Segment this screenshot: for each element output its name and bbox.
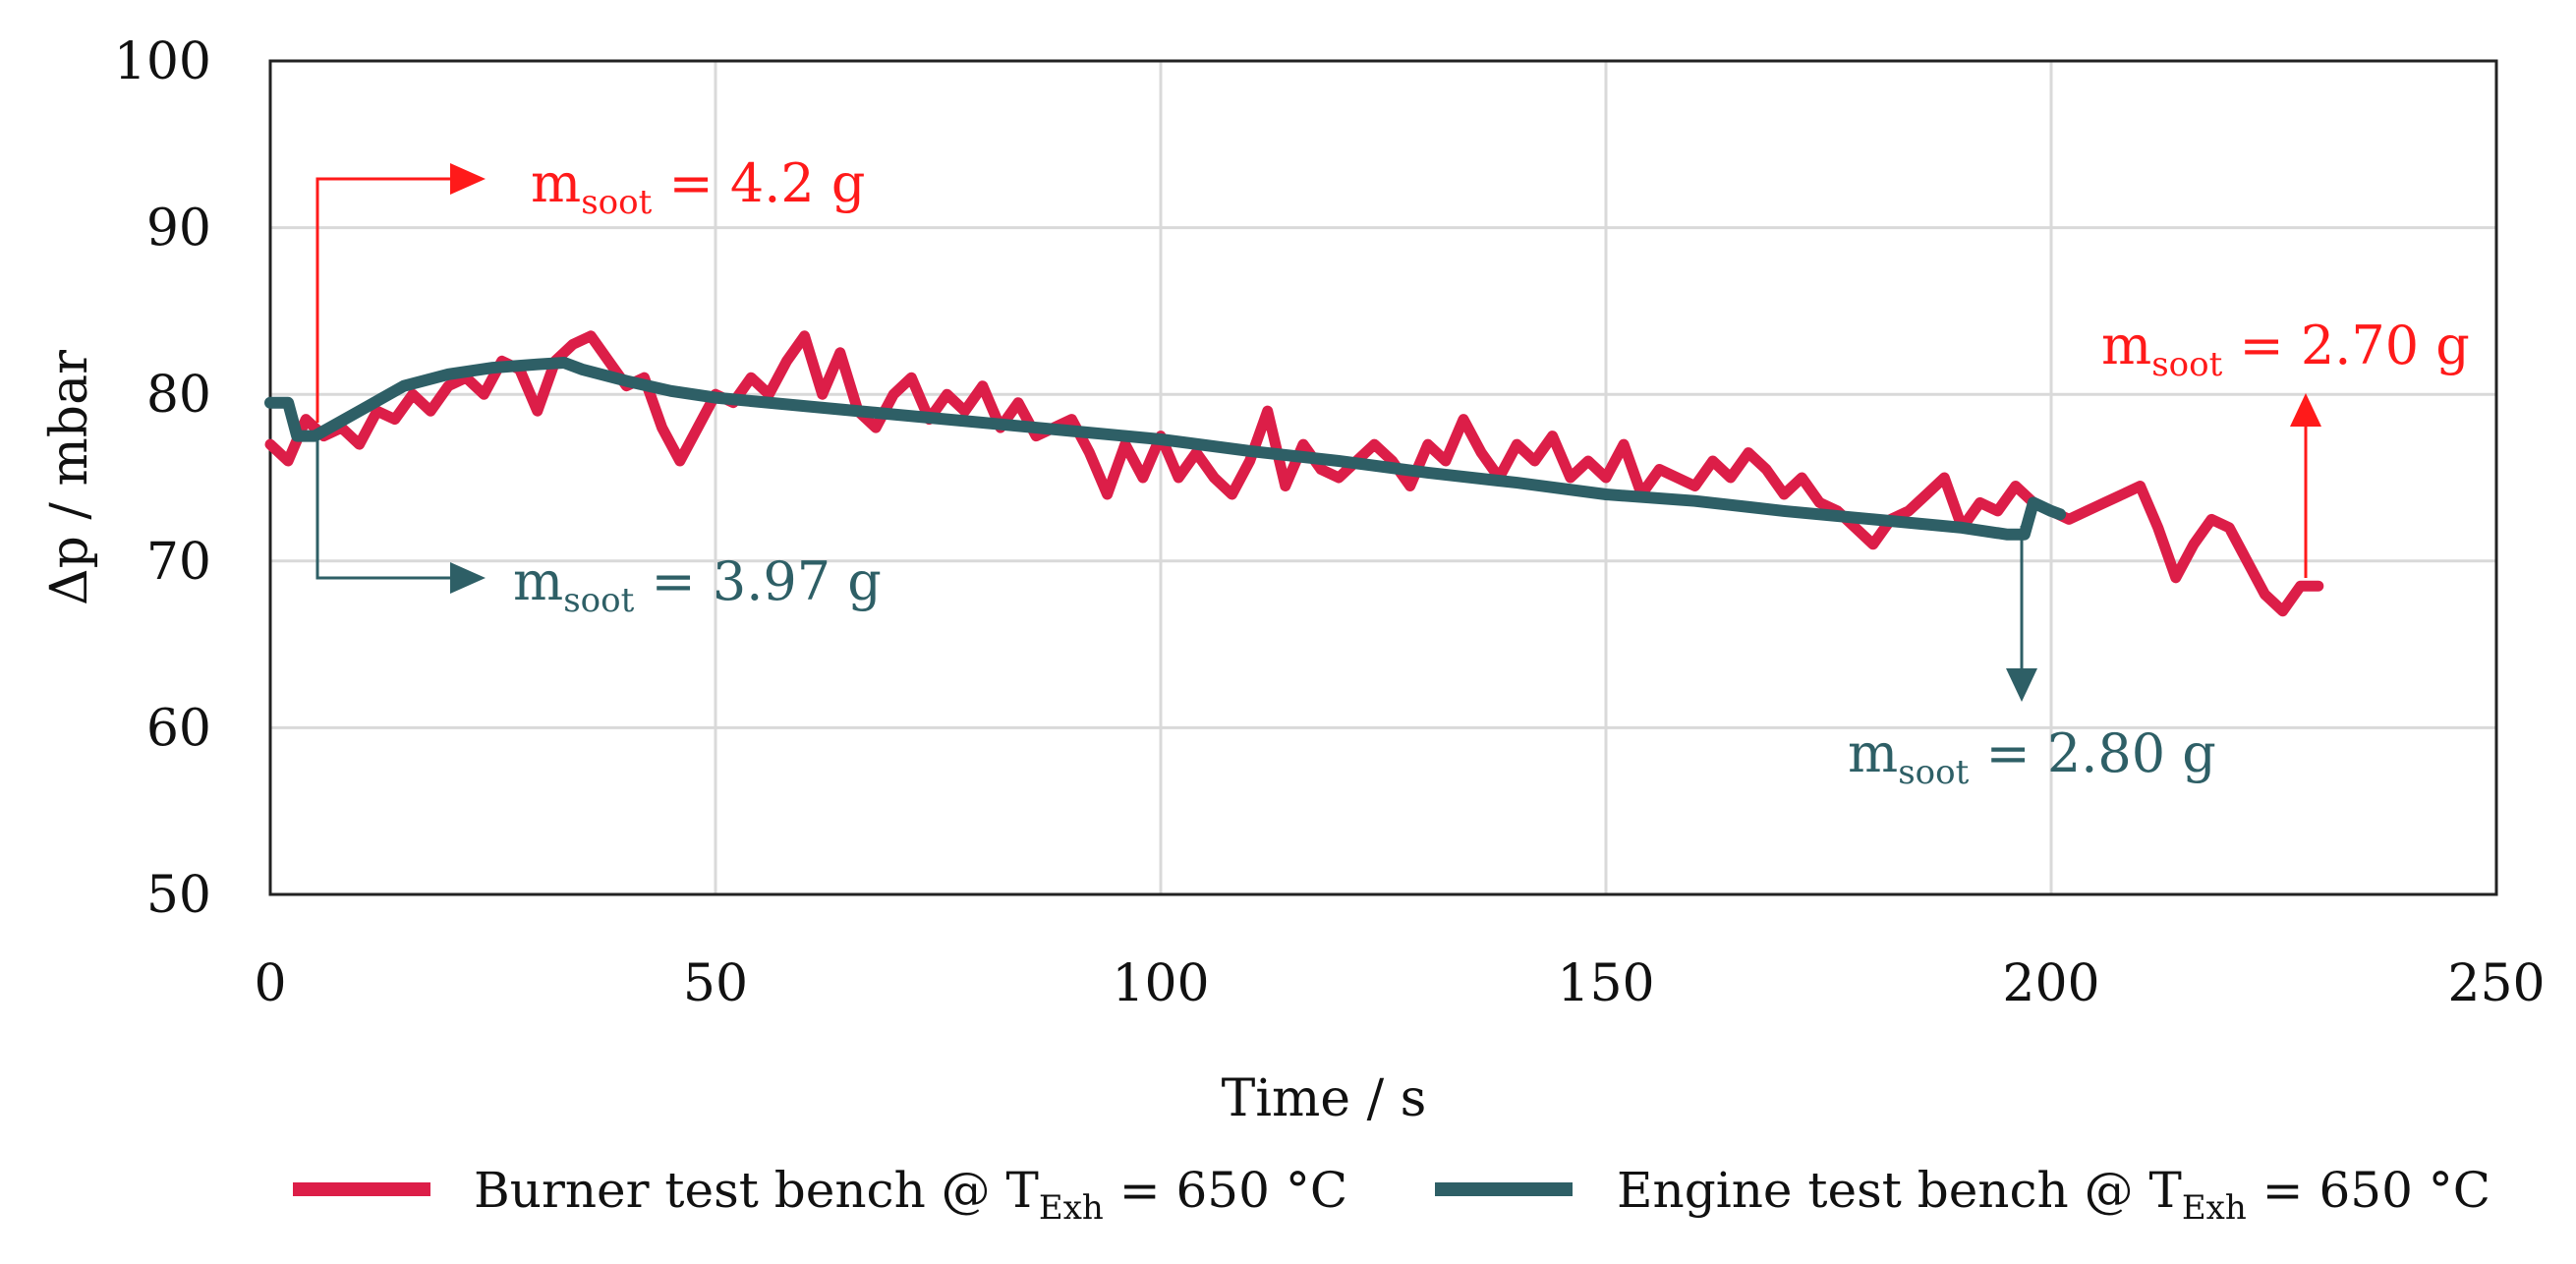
annotation-arrow-engine-end: [2006, 526, 2037, 702]
annotation-arrow-engine-start: [315, 432, 486, 594]
series-lines: [264, 330, 2324, 617]
legend-label-burner: Burner test bench @ TExh = 650 °C: [474, 1162, 1347, 1228]
y-tick-label: 50: [146, 866, 211, 925]
annotation-burner-start-mass: msoot = 4.2 g: [531, 152, 865, 222]
legend-label-engine: Engine test bench @ TExh = 650 °C: [1617, 1162, 2490, 1228]
y-tick-label: 70: [146, 533, 211, 592]
legend: Burner test bench @ TExh = 650 °C Engine…: [293, 1162, 2490, 1228]
annotation-arrow-burner-start: [315, 163, 486, 423]
annotation-engine-start-mass: msoot = 3.97 g: [513, 550, 882, 620]
y-tick-label: 90: [146, 200, 211, 259]
tick-labels: 0 50 100 150 200 250 50 60 70 80 90 100: [114, 32, 2546, 1013]
annotation-arrow-burner-end: [2290, 393, 2321, 578]
y-tick-label: 80: [146, 366, 211, 425]
plot-area-frame: [268, 59, 2498, 896]
annotation-burner-end-mass: msoot = 2.70 g: [2101, 315, 2470, 384]
x-tick-label: 150: [1557, 954, 1654, 1013]
x-axis-title: Time / s: [1222, 1069, 1427, 1128]
y-axis-title: Δp / mbar: [40, 350, 99, 605]
x-tick-label: 0: [254, 954, 286, 1013]
y-tick-label: 100: [114, 32, 211, 91]
x-tick-label: 100: [1112, 954, 1209, 1013]
grid: [270, 61, 2496, 894]
x-tick-label: 250: [2447, 954, 2545, 1013]
series-line-engine: [264, 357, 2067, 541]
x-tick-label: 200: [2002, 954, 2099, 1013]
annotation-engine-end-mass: msoot = 2.80 g: [1848, 722, 2216, 792]
series-line-burner: [264, 330, 2324, 617]
y-tick-label: 60: [146, 699, 211, 758]
x-tick-label: 50: [683, 954, 748, 1013]
